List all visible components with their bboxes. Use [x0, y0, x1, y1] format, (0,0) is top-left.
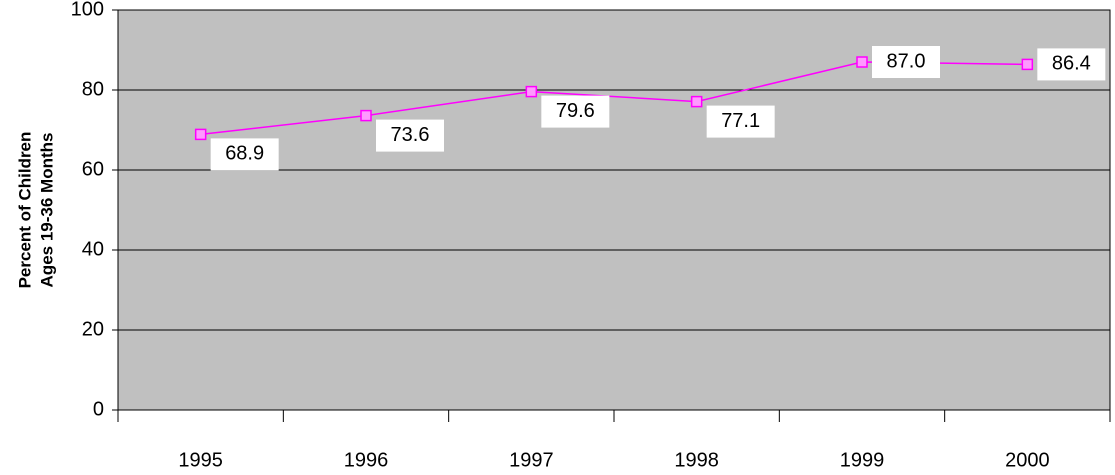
value-label-box [541, 95, 610, 128]
value-label: 79.6 [556, 100, 595, 122]
y-tick-label: 40 [82, 238, 104, 260]
value-label: 73.6 [391, 124, 430, 146]
marker [194, 128, 207, 141]
value-label: 77.1 [721, 110, 760, 132]
x-tick-label: 1999 [840, 449, 885, 471]
value-label-box [1037, 48, 1106, 81]
y-axis-label: Ages 19-36 Months [37, 133, 56, 288]
marker [856, 56, 868, 68]
plot-area [117, 9, 1111, 411]
x-tick-label: 1998 [674, 449, 719, 471]
y-tick-label: 100 [71, 0, 104, 20]
x-tick-label: 1996 [344, 449, 389, 471]
x-tick-label: 2000 [1005, 449, 1050, 471]
y-tick-label: 80 [82, 78, 104, 100]
y-tick-label: 0 [93, 398, 104, 420]
value-label-box [376, 119, 444, 152]
y-tick-label: 20 [82, 318, 104, 340]
value-label: 86.4 [1052, 53, 1091, 75]
value-label-box [872, 46, 940, 78]
value-label-box [210, 138, 279, 171]
x-tick-label: 1997 [509, 449, 554, 471]
value-label: 87.0 [887, 50, 926, 72]
marker [525, 85, 538, 98]
marker [690, 95, 703, 108]
marker [1021, 58, 1034, 71]
marker [360, 109, 372, 122]
y-tick-label: 60 [82, 158, 104, 180]
value-label-box [706, 105, 775, 138]
value-label: 68.9 [225, 143, 264, 165]
x-tick-label: 1995 [178, 449, 223, 471]
y-axis-label: Percent of Children [15, 132, 34, 289]
